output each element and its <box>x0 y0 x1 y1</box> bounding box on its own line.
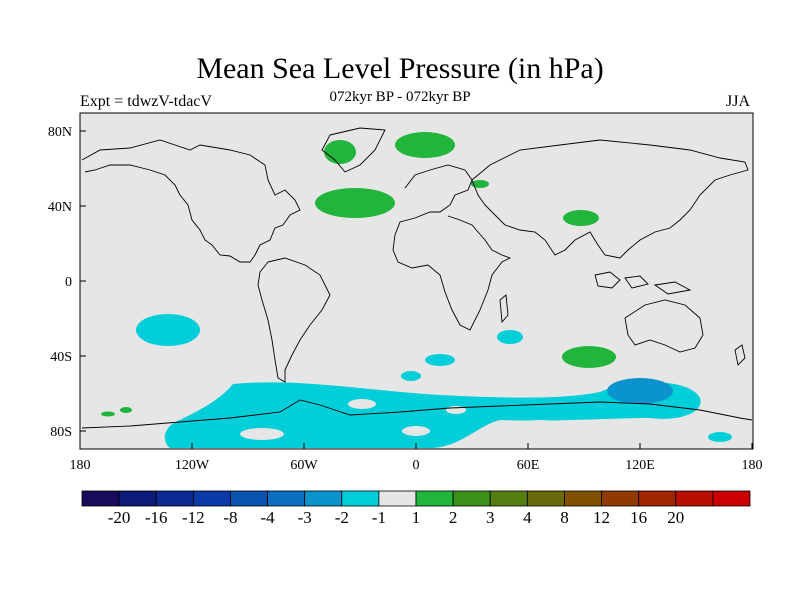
experiment-label: Expt = tdwzV-tdacV <box>80 93 212 110</box>
colorbar-swatch <box>341 490 380 507</box>
lon-tick-label: 120W <box>175 458 210 473</box>
anomaly-region <box>497 330 523 344</box>
colorbar-swatch <box>675 490 714 507</box>
coastline <box>653 281 692 295</box>
anomaly-regions <box>101 132 732 448</box>
colorbar-label: 4 <box>523 508 532 527</box>
colorbar-label: -8 <box>223 508 237 527</box>
coastline <box>594 271 621 289</box>
anomaly-region <box>562 346 616 368</box>
lat-tick-label: 80S <box>50 425 72 440</box>
anomaly-region <box>598 431 642 443</box>
anomaly-region <box>708 432 732 442</box>
colorbar-label: -12 <box>182 508 205 527</box>
colorbar-swatch <box>267 490 306 507</box>
coastline <box>624 275 649 289</box>
lat-tick-label: 80N <box>48 125 72 140</box>
lon-tick-label: 180 <box>742 458 763 473</box>
colorbar-swatch <box>192 490 231 507</box>
lat-tick-label: 40S <box>50 350 72 365</box>
colorbar-swatch <box>489 490 528 507</box>
colorbar-swatch <box>230 490 268 507</box>
colorbar-label: 3 <box>486 508 495 527</box>
lat-tick-label: 0 <box>65 275 72 290</box>
colorbar-label: 16 <box>630 508 647 527</box>
coastline <box>321 127 386 173</box>
coastline <box>624 299 704 353</box>
colorbar-swatch <box>638 490 677 507</box>
lon-tick-label: 60W <box>290 458 318 473</box>
lon-tick-label: 180 <box>70 458 91 473</box>
colorbar-label: 20 <box>667 508 684 527</box>
colorbar-swatch <box>601 490 640 507</box>
colorbar-label: -3 <box>298 508 312 527</box>
anomaly-region <box>505 420 575 440</box>
anomaly-region <box>315 188 395 218</box>
colorbar: -20 -16 -12 -8 -4 -3 -2 -1 1 2 3 4 8 12 16 20 <box>81 490 751 527</box>
colorbar-swatch <box>81 490 120 507</box>
anomaly-region <box>348 399 376 409</box>
anomaly-region <box>607 378 673 404</box>
anomaly-region <box>240 428 284 440</box>
colorbar-swatch <box>564 490 602 507</box>
longitude-axis: 180 120W 60W 0 60E 120E 180 <box>70 443 763 473</box>
anomaly-region <box>395 132 455 158</box>
colorbar-label: 2 <box>449 508 458 527</box>
anomaly-region <box>471 180 489 188</box>
colorbar-swatch <box>155 490 194 507</box>
coastline <box>257 257 331 383</box>
colorbar-label: -2 <box>335 508 349 527</box>
colorbar-label: -4 <box>260 508 275 527</box>
lon-tick-label: 60E <box>517 458 540 473</box>
anomaly-region <box>425 354 455 366</box>
coastline <box>734 344 746 366</box>
colorbar-label: 12 <box>593 508 610 527</box>
colorbar-label: 8 <box>560 508 569 527</box>
anomaly-region <box>101 411 115 417</box>
anomaly-region <box>120 407 132 413</box>
colorbar-swatch <box>712 490 751 507</box>
lon-tick-label: 120E <box>625 458 655 473</box>
anomaly-region <box>401 371 421 381</box>
anomaly-region <box>136 314 200 346</box>
colorbar-label: -16 <box>145 508 168 527</box>
lon-tick-label: 0 <box>413 458 420 473</box>
coastline <box>81 399 753 429</box>
anomaly-region <box>324 140 356 164</box>
coastlines <box>81 127 753 429</box>
colorbar-swatch <box>118 490 157 507</box>
latitude-axis: 80N 40N 0 40S 80S <box>48 125 86 440</box>
coastline <box>499 294 509 324</box>
anomaly-region <box>563 210 599 226</box>
time-period-label: 072kyr BP - 072kyr BP <box>329 89 471 105</box>
coastline <box>392 164 512 331</box>
season-label: JJA <box>726 93 751 110</box>
coastline <box>81 139 301 263</box>
colorbar-swatch <box>415 490 454 507</box>
coastline <box>471 139 749 259</box>
colorbar-label: 1 <box>412 508 421 527</box>
colorbar-swatch <box>452 490 491 507</box>
colorbar-swatch <box>378 490 417 507</box>
colorbar-swatch <box>526 490 565 507</box>
colorbar-label: -1 <box>372 508 386 527</box>
colorbar-label: -20 <box>108 508 131 527</box>
colorbar-swatch <box>304 490 343 507</box>
anomaly-region <box>402 426 430 436</box>
lat-tick-label: 40N <box>48 200 72 215</box>
anomaly-region <box>164 382 701 448</box>
map-title: Mean Sea Level Pressure (in hPa) <box>196 52 604 85</box>
